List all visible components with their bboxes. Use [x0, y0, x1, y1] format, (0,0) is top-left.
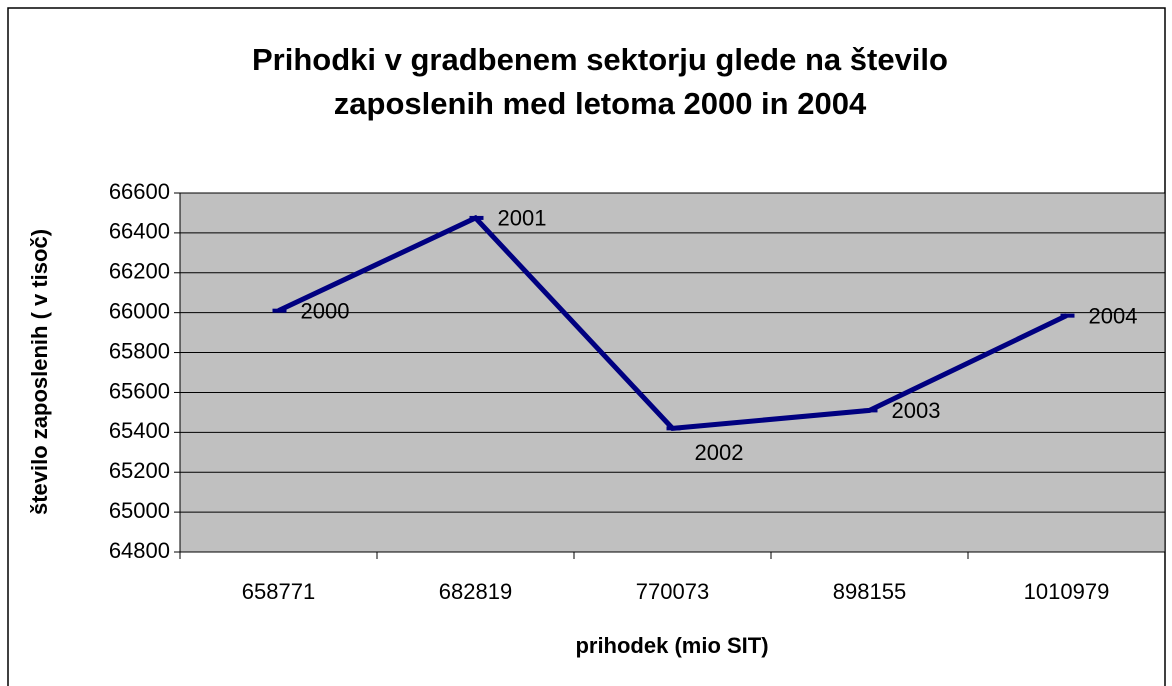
x-tick-label: 898155 [833, 579, 906, 604]
y-tick-label: 66400 [109, 219, 170, 244]
x-tick-label: 682819 [439, 579, 512, 604]
x-tick-label: 658771 [242, 579, 315, 604]
point-label: 2004 [1089, 303, 1138, 328]
y-tick-label: 65200 [109, 458, 170, 483]
chart-title: Prihodki v gradbenem sektorju glede na š… [252, 42, 948, 121]
point-label: 2002 [695, 440, 744, 465]
point-label: 2000 [301, 298, 350, 323]
y-axis-label: število zaposlenih ( v tisoč) [27, 229, 52, 515]
x-tick-label: 770073 [636, 579, 709, 604]
point-label: 2003 [892, 398, 941, 423]
y-tick-label: 65600 [109, 378, 170, 403]
point-label: 2001 [498, 206, 547, 231]
y-tick-label: 64800 [109, 538, 170, 563]
x-axis-label: prihodek (mio SIT) [575, 633, 768, 658]
y-tick-label: 66000 [109, 298, 170, 323]
y-tick-label: 65400 [109, 418, 170, 443]
y-tick-label: 65800 [109, 338, 170, 363]
x-tick-label: 1010979 [1024, 579, 1110, 604]
y-tick-label: 65000 [109, 498, 170, 523]
y-tick-label: 66200 [109, 259, 170, 284]
plot-area [179, 192, 1166, 553]
y-tick-label: 66600 [109, 179, 170, 204]
